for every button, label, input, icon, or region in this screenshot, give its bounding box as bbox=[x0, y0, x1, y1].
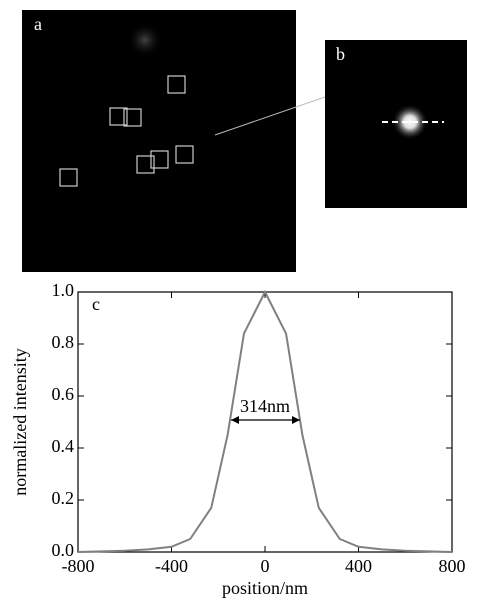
plot-frame bbox=[77, 291, 453, 553]
x-tick-label: 800 bbox=[439, 556, 466, 576]
line bbox=[77, 289, 453, 553]
x-tick-label: -800 bbox=[62, 556, 95, 576]
connector bbox=[214, 96, 326, 136]
panel-b: b bbox=[325, 40, 467, 208]
spot bbox=[392, 104, 428, 140]
y-axis-label: normalized intensity bbox=[10, 348, 30, 495]
annotation: 314nm bbox=[240, 396, 290, 416]
y-tick-label: 0.8 bbox=[52, 332, 75, 352]
y-tick-label: 0.0 bbox=[52, 540, 75, 560]
y-tick-label: 1.0 bbox=[52, 280, 75, 300]
markers bbox=[59, 75, 194, 187]
image-a bbox=[22, 10, 296, 272]
x-tick-label: 0 bbox=[261, 556, 270, 576]
y-tick-label: 0.6 bbox=[52, 384, 75, 404]
x-tick-label: 400 bbox=[345, 556, 372, 576]
panel-label: b bbox=[336, 44, 345, 64]
chart-c: c position/nm normalized intensity -800 -… bbox=[10, 280, 465, 598]
y-tick-label: 0.2 bbox=[52, 488, 75, 508]
y-tick-label: 0.4 bbox=[52, 436, 75, 456]
x-tick-label: -400 bbox=[155, 556, 188, 576]
arrow-head bbox=[231, 416, 300, 424]
blob bbox=[127, 22, 163, 58]
x-axis-label: position/nm bbox=[222, 578, 308, 598]
panel-label: a bbox=[34, 14, 42, 34]
panel-a: a bbox=[22, 10, 326, 272]
panel-label: c bbox=[92, 294, 100, 314]
